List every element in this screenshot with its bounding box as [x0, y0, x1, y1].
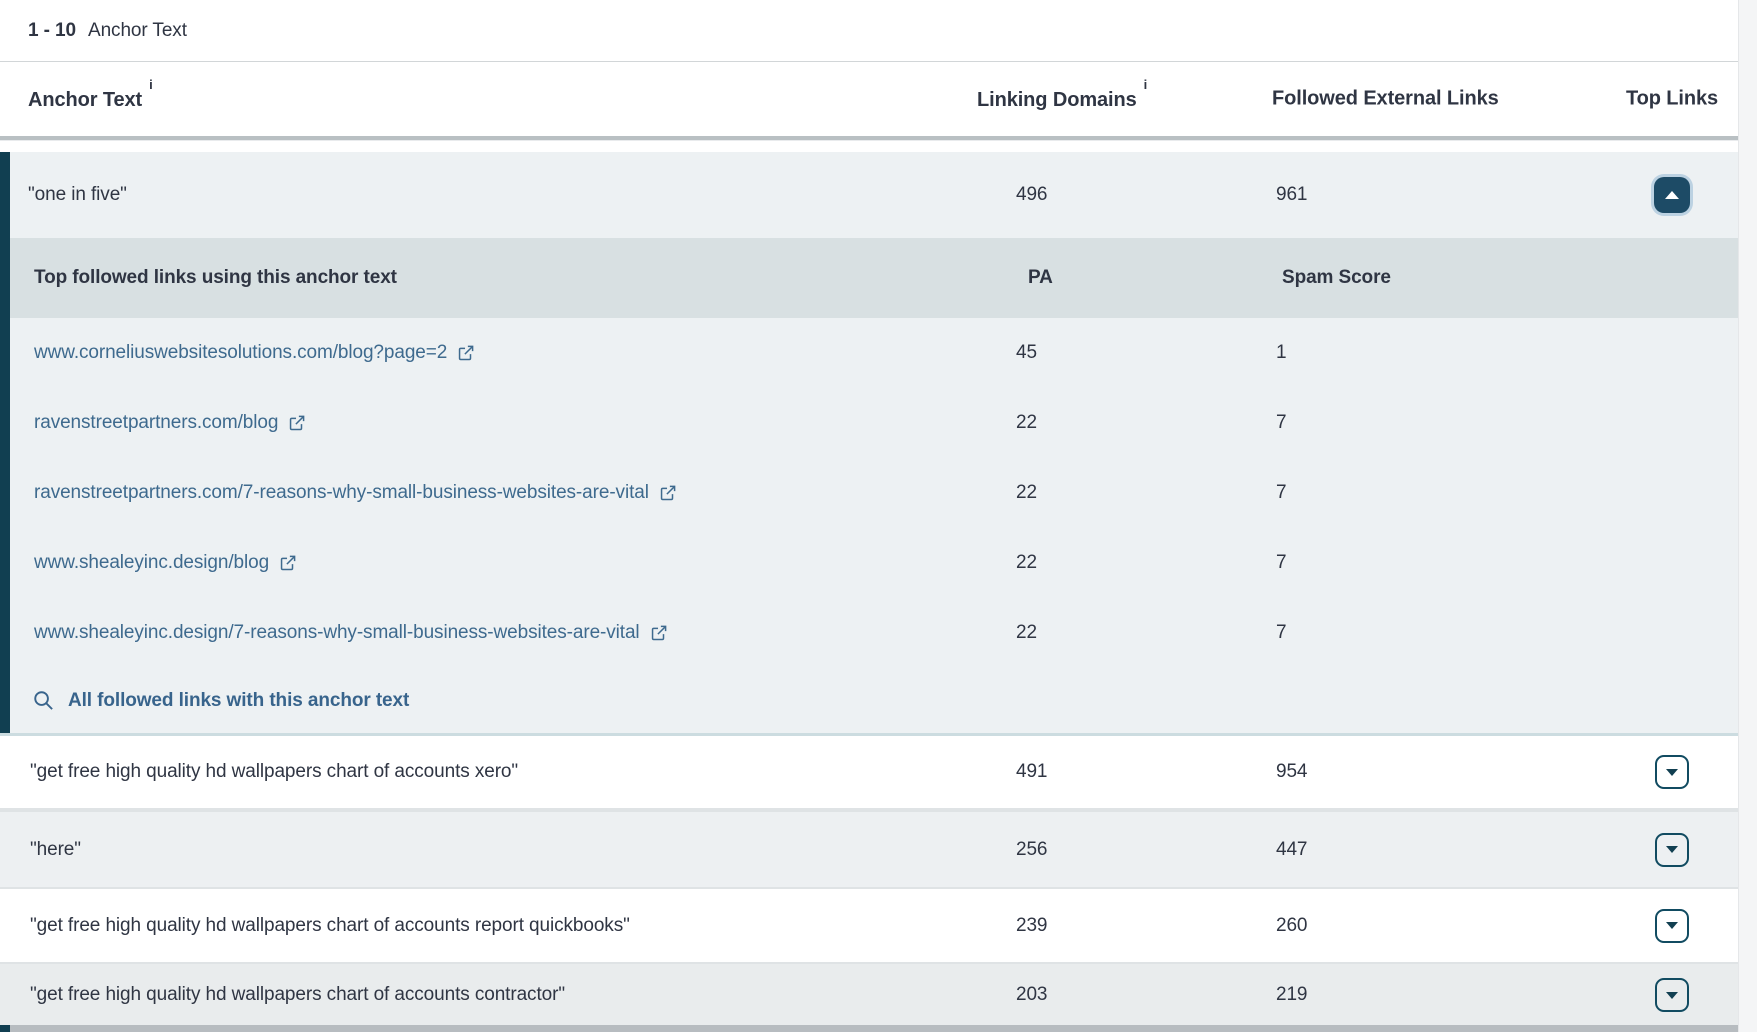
expanded-anchor-group: "one in five" 496 961 Top followed links… [0, 152, 1738, 736]
chevron-up-icon [1665, 191, 1679, 199]
spam-score-value: 7 [1276, 412, 1287, 433]
external-link-icon [457, 344, 475, 362]
anchor-text-value: "get free high quality hd wallpapers cha… [30, 984, 565, 1005]
chevron-down-icon [1666, 991, 1678, 999]
info-icon[interactable]: i [1143, 77, 1148, 93]
expand-row-button[interactable] [1655, 832, 1689, 867]
anchor-text-value: "get free high quality hd wallpapers cha… [30, 914, 630, 936]
pa-value: 22 [1016, 412, 1037, 433]
followed-external-links-value: 447 [1276, 838, 1308, 860]
expand-row-button[interactable] [1655, 978, 1689, 1012]
table-row: "get free high quality hd wallpapers cha… [0, 887, 1738, 962]
all-followed-links-row: All followed links with this anchor text [0, 668, 1738, 733]
column-header-anchor-text: Anchor Texti [28, 77, 153, 111]
pa-value: 45 [1016, 342, 1037, 363]
chevron-down-icon [1666, 768, 1678, 776]
pa-value: 22 [1016, 482, 1037, 503]
expand-row-button[interactable] [1655, 755, 1689, 789]
info-icon[interactable]: i [149, 77, 153, 93]
followed-external-links-value: 954 [1276, 761, 1308, 782]
external-link-icon [288, 414, 306, 432]
spam-score-value: 1 [1276, 342, 1287, 363]
linking-domains-value: 203 [1016, 984, 1048, 1005]
external-link-icon [279, 554, 297, 572]
expand-row-button[interactable] [1655, 908, 1689, 943]
collapse-row-button[interactable] [1654, 177, 1690, 213]
search-icon [32, 689, 55, 712]
column-header-linking-domains: Linking Domainsi [977, 77, 1148, 111]
table-row: "get free high quality hd wallpapers cha… [0, 736, 1738, 810]
top-link-row: www.shealeyinc.design/7-reasons-why-smal… [0, 598, 1738, 668]
spam-score-column-header: Spam Score [1282, 267, 1391, 288]
top-links-subheader-row: Top followed links using this anchor tex… [0, 238, 1738, 318]
spam-score-value: 7 [1276, 622, 1287, 643]
bottom-edge-strip [0, 1025, 1738, 1032]
column-header-followed-external-links: Followed External Links [1272, 87, 1499, 110]
results-range-bar: 1 - 10 Anchor Text [0, 0, 1738, 62]
linking-domains-value: 496 [1016, 184, 1048, 205]
top-link-url[interactable]: ravenstreetpartners.com/7-reasons-why-sm… [34, 482, 677, 504]
header-spacer [0, 140, 1738, 152]
spam-score-value: 7 [1276, 552, 1287, 573]
external-link-icon [659, 484, 677, 502]
pa-value: 22 [1016, 622, 1037, 643]
top-link-url[interactable]: www.shealeyinc.design/7-reasons-why-smal… [34, 622, 668, 644]
followed-external-links-value: 961 [1276, 184, 1308, 205]
pa-column-header: PA [1028, 267, 1053, 288]
followed-external-links-value: 219 [1276, 984, 1308, 1005]
pa-value: 22 [1016, 552, 1037, 573]
linking-domains-value: 239 [1016, 914, 1048, 936]
anchor-text-value: "get free high quality hd wallpapers cha… [30, 761, 519, 782]
top-link-url[interactable]: ravenstreetpartners.com/blog [34, 412, 306, 434]
results-range-title: Anchor Text [88, 19, 187, 41]
top-link-row: www.shealeyinc.design/blog 22 7 [0, 528, 1738, 598]
expanded-accent-bar [0, 152, 10, 733]
table-header-row: Anchor Texti Linking Domainsi Followed E… [0, 62, 1738, 140]
external-link-icon [650, 624, 668, 642]
column-header-top-links: Top Links [1625, 87, 1719, 110]
top-link-url[interactable]: www.corneliuswebsitesolutions.com/blog?p… [34, 342, 475, 364]
spam-score-value: 7 [1276, 482, 1287, 503]
followed-external-links-value: 260 [1276, 914, 1308, 936]
chevron-down-icon [1666, 922, 1678, 929]
all-followed-links-link[interactable]: All followed links with this anchor text [32, 689, 409, 712]
table-row: "here" 256 447 [0, 810, 1738, 887]
table-row: "get free high quality hd wallpapers cha… [0, 962, 1738, 1026]
top-link-row: www.corneliuswebsitesolutions.com/blog?p… [0, 318, 1738, 388]
table-row: "one in five" 496 961 [0, 152, 1738, 238]
scroll-gutter [1738, 0, 1757, 1032]
top-links-subheader-title: Top followed links using this anchor tex… [34, 267, 397, 288]
linking-domains-value: 491 [1016, 761, 1048, 782]
chevron-down-icon [1666, 846, 1678, 853]
anchor-text-value: "here" [30, 838, 81, 860]
top-link-row: ravenstreetpartners.com/blog 22 7 [0, 388, 1738, 458]
top-link-row: ravenstreetpartners.com/7-reasons-why-sm… [0, 458, 1738, 528]
linking-domains-value: 256 [1016, 838, 1048, 860]
anchor-text-value: "one in five" [28, 184, 127, 205]
results-range: 1 - 10 [28, 19, 76, 41]
bottom-accent-corner [0, 1025, 10, 1032]
top-link-url[interactable]: www.shealeyinc.design/blog [34, 552, 297, 574]
